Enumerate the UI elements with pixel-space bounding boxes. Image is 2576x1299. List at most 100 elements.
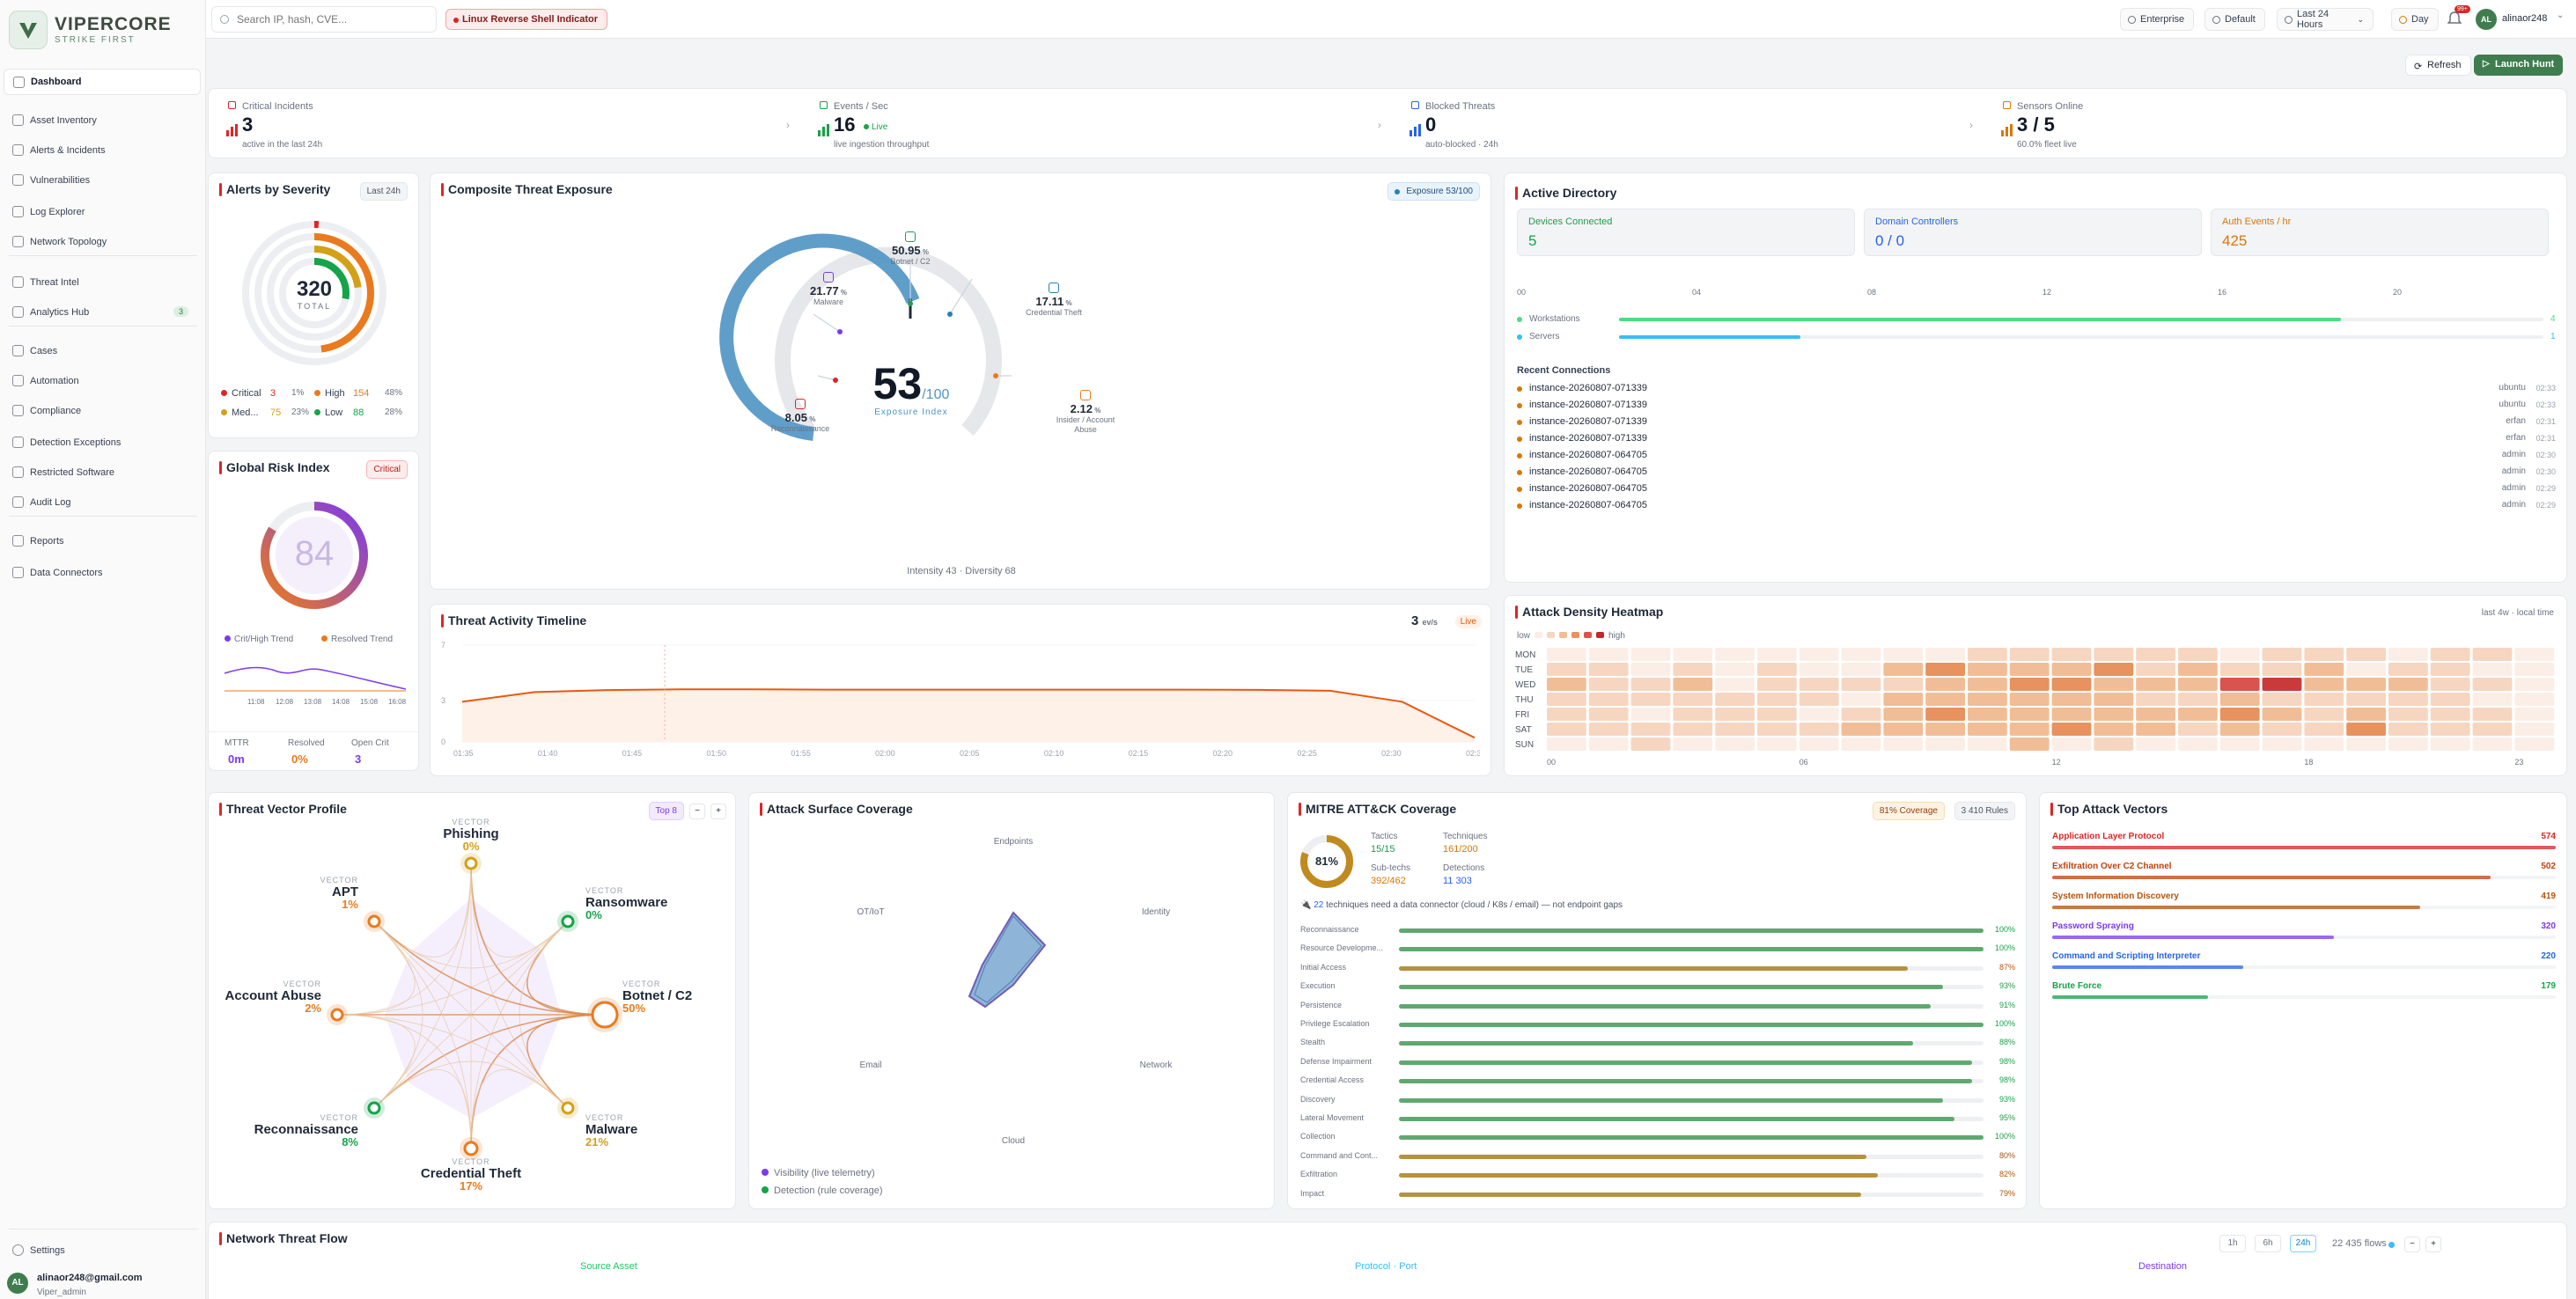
connection-row[interactable]: instance-20260807-071339 erfan 02:31 — [1517, 416, 2556, 430]
sidebar-item-threat-intel[interactable]: Threat Intel — [4, 269, 201, 296]
refresh-button[interactable]: ⟳ Refresh — [2405, 55, 2471, 76]
zoom-in-icon[interactable]: + — [710, 804, 726, 819]
vector-label-phishing[interactable]: VECTOR Phishing 0% — [443, 818, 499, 853]
range-button-1h[interactable]: 1h — [2219, 1235, 2246, 1252]
tactic-row[interactable]: Lateral Movement 95% — [1300, 1113, 2015, 1122]
rules-badge[interactable]: 3 410 Rules — [1954, 802, 2015, 820]
severity-legend-2[interactable]: Med... 75 23% — [221, 407, 313, 418]
kpi-label-icon — [820, 101, 828, 109]
settings-button[interactable]: Settings — [4, 1237, 201, 1264]
sidebar-item-vulnerabilities[interactable]: Vulnerabilities — [4, 167, 201, 194]
user-menu[interactable]: alinaor248 — [2502, 13, 2548, 24]
kpi-label: Events / Sec — [834, 101, 888, 112]
ad-tile-0[interactable]: Devices Connected 5 — [1517, 209, 1855, 256]
sidebar-item-reports[interactable]: Reports — [4, 528, 201, 554]
tactic-row[interactable]: Impact 79% — [1300, 1188, 2015, 1198]
tactic-row[interactable]: Command and Cont... 80% — [1300, 1150, 2015, 1160]
zoom-out-icon[interactable]: − — [2404, 1237, 2420, 1252]
connection-row[interactable]: instance-20260807-071339 erfan 02:31 — [1517, 433, 2556, 447]
time-range-select[interactable]: Last 24 Hours ⌄ — [2277, 8, 2374, 31]
vector-label-botnet-c-[interactable]: VECTOR Botnet / C2 50% — [622, 980, 693, 1015]
attack-vector-row[interactable]: Command and Scripting Interpreter 220 — [2052, 951, 2556, 976]
vector-label-apt[interactable]: VECTOR APT 1% — [320, 876, 358, 911]
bell-icon[interactable]: 99+ — [2447, 5, 2470, 28]
range-badge[interactable]: Last 24h — [359, 182, 408, 201]
range-button-24h[interactable]: 24h — [2290, 1235, 2316, 1252]
sidebar-item-dashboard[interactable]: Dashboard — [4, 69, 201, 95]
avatar[interactable]: AL — [7, 1273, 28, 1294]
kpi-sensors-online[interactable]: Sensors Online 3 / 5 60.0% fleet live — [2001, 98, 2565, 150]
connection-row[interactable]: instance-20260807-071339 ubuntu 02:33 — [1517, 383, 2556, 397]
vector-fill — [2052, 846, 2556, 849]
tactic-row[interactable]: Exfiltration 82% — [1300, 1170, 2015, 1179]
theme-toggle[interactable]: Day — [2391, 8, 2439, 31]
kpi-events-sec[interactable]: Events / Sec 16 Live live ingestion through… — [818, 98, 1381, 150]
attack-vector-row[interactable]: System Information Discovery 419 — [2052, 892, 2556, 916]
range-button-6h[interactable]: 6h — [2255, 1235, 2281, 1252]
zoom-out-icon[interactable]: − — [689, 804, 705, 819]
chevron-right-icon: › — [1378, 119, 1381, 131]
connection-row[interactable]: instance-20260807-064705 admin 02:30 — [1517, 466, 2556, 481]
connection-row[interactable]: instance-20260807-064705 admin 02:29 — [1517, 483, 2556, 497]
tactic-row[interactable]: Stealth 88% — [1300, 1038, 2015, 1047]
severity-legend-1[interactable]: High 154 48% — [314, 388, 406, 399]
sidebar-item-network-topology[interactable]: Network Topology — [4, 229, 201, 255]
exposure-node-credential-theft[interactable]: 17.11 % Credential Theft — [1019, 283, 1089, 318]
tactic-row[interactable]: Credential Access 98% — [1300, 1075, 2015, 1085]
tactic-row[interactable]: Reconnaissance 100% — [1300, 925, 2015, 934]
tactic-row[interactable]: Execution 93% — [1300, 981, 2015, 991]
exposure-node-malware[interactable]: 21.77 % Malware — [793, 272, 864, 307]
sidebar-item-asset-inventory[interactable]: Asset Inventory — [4, 107, 201, 134]
vector-label-ransomware[interactable]: VECTOR Ransomware 0% — [585, 886, 668, 921]
severity-legend-0[interactable]: Critical 3 1% — [221, 388, 313, 399]
connection-row[interactable]: instance-20260807-064705 admin 02:29 — [1517, 500, 2556, 514]
launch-hunt-button[interactable]: ▷ Launch Hunt — [2474, 55, 2564, 76]
vector-label-credential-theft[interactable]: VECTOR Credential Theft 17% — [420, 1157, 522, 1193]
sidebar-item-data-connectors[interactable]: Data Connectors — [4, 560, 201, 586]
vector-label-malware[interactable]: VECTOR Malware 21% — [585, 1113, 638, 1149]
severity-legend-3[interactable]: Low 88 28% — [314, 407, 406, 418]
ad-tile-2[interactable]: Auth Events / hr 425 — [2211, 209, 2549, 256]
zoom-in-icon[interactable]: + — [2425, 1237, 2441, 1252]
vector-label-reconnaissance[interactable]: VECTOR Reconnaissance 8% — [254, 1113, 358, 1149]
connection-row[interactable]: instance-20260807-064705 admin 02:30 — [1517, 450, 2556, 464]
attack-vector-row[interactable]: Password Spraying 320 — [2052, 921, 2556, 946]
sidebar-item-compliance[interactable]: Compliance — [4, 398, 201, 424]
tactic-row[interactable]: Discovery 93% — [1300, 1094, 2015, 1104]
exposure-node-insider-account-abuse[interactable]: 2.12 % Insider / Account Abuse — [1050, 390, 1121, 435]
sidebar-item-analytics-hub[interactable]: Analytics Hub 3 — [4, 299, 201, 326]
ad-bar-label: Workstations — [1529, 314, 1580, 324]
tactic-row[interactable]: Initial Access 87% — [1300, 962, 2015, 972]
kpi-critical-incidents[interactable]: Critical Incidents 3 active in the last 24… — [226, 98, 790, 150]
search-input[interactable] — [211, 6, 437, 33]
vector-label-account-abuse[interactable]: VECTOR Account Abuse 2% — [224, 980, 321, 1015]
top-badge[interactable]: Top 8 — [648, 802, 684, 820]
tactic-fill — [1399, 1154, 1867, 1159]
ad-tile-1[interactable]: Domain Controllers 0 / 0 — [1864, 209, 2202, 256]
exposure-node-reconnaissance[interactable]: 8.05 % Reconnaissance — [765, 399, 835, 434]
sidebar-item-cases[interactable]: Cases — [4, 338, 201, 364]
connection-row[interactable]: instance-20260807-071339 ubuntu 02:33 — [1517, 400, 2556, 414]
sidebar-item-log-explorer[interactable]: Log Explorer — [4, 199, 201, 225]
sidebar-item-detection-exceptions[interactable]: Detection Exceptions — [4, 429, 201, 456]
enterprise-button[interactable]: Enterprise — [2120, 8, 2195, 31]
tactic-row[interactable]: Persistence 91% — [1300, 1000, 2015, 1009]
user-avatar[interactable]: AL — [2476, 9, 2497, 30]
tactic-row[interactable]: Resource Developme... 100% — [1300, 943, 2015, 953]
tactic-row[interactable]: Privilege Escalation 100% — [1300, 1019, 2015, 1028]
tactic-row[interactable]: Collection 100% — [1300, 1132, 2015, 1141]
sidebar-item-alerts-incidents[interactable]: Alerts & Incidents — [4, 137, 201, 164]
logo-icon[interactable] — [9, 11, 48, 49]
active-filter-chip[interactable]: Linux Reverse Shell Indicator — [445, 9, 608, 30]
sidebar-item-audit-log[interactable]: Audit Log — [4, 489, 201, 516]
tactic-row[interactable]: Defense Impairment 98% — [1300, 1056, 2015, 1066]
attack-vector-row[interactable]: Application Layer Protocol 574 — [2052, 832, 2556, 856]
exposure-node-botnet-c-[interactable]: 50.95 % Botnet / C2 — [875, 231, 946, 267]
chevron-down-icon[interactable]: ⌄ — [2557, 11, 2565, 20]
sidebar-item-automation[interactable]: Automation — [4, 368, 201, 394]
sidebar-item-restricted-software[interactable]: Restricted Software — [4, 459, 201, 486]
kpi-blocked-threats[interactable]: Blocked Threats 0 auto-blocked · 24h › — [1409, 98, 1973, 150]
attack-vector-row[interactable]: Brute Force 179 — [2052, 981, 2556, 1006]
profile-button[interactable]: Default — [2204, 8, 2265, 31]
attack-vector-row[interactable]: Exfiltration Over C2 Channel 502 — [2052, 862, 2556, 886]
